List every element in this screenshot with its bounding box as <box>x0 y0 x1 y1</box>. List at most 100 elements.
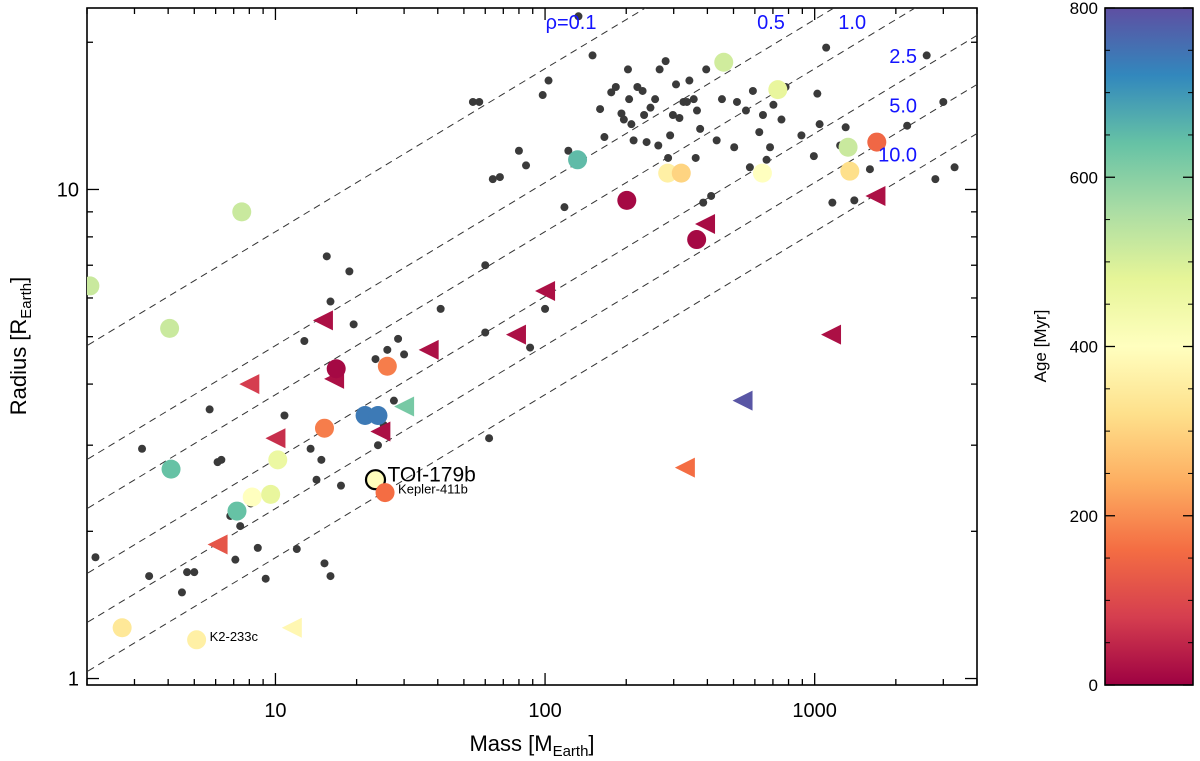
young-planet-point <box>161 459 181 479</box>
annotated-planet-point <box>375 483 395 503</box>
background-planet-point <box>828 198 837 207</box>
y-tick-label: 10 <box>57 179 79 201</box>
density-line <box>87 8 916 510</box>
colorbar-tick-label: 800 <box>1070 0 1098 18</box>
background-planet-point <box>638 86 647 95</box>
background-planet-point <box>661 57 670 66</box>
background-planet-point <box>607 88 616 97</box>
background-planet-point <box>689 95 698 104</box>
background-planet-point <box>666 131 675 140</box>
background-planet-point <box>468 97 477 106</box>
background-planet-point <box>371 355 380 364</box>
annotation-label: Kepler-411b <box>398 482 468 497</box>
young-planet-point <box>768 80 788 100</box>
young-planet-point <box>838 137 858 157</box>
background-planet-point <box>730 143 739 152</box>
background-planet-point <box>903 121 912 130</box>
density-line <box>87 34 977 575</box>
background-planet-point <box>623 65 632 74</box>
young-planet-upper-limit-point <box>312 310 333 331</box>
background-planet-point <box>627 120 636 129</box>
background-planet-point <box>950 163 959 172</box>
background-planet-point <box>538 91 547 100</box>
background-planet-point <box>236 522 245 531</box>
background-planet-point <box>326 572 335 581</box>
background-planet-point <box>741 106 750 115</box>
young-planet-point <box>232 202 252 222</box>
background-planet-point <box>292 545 301 554</box>
background-planet-point <box>336 481 345 490</box>
background-planet-point <box>91 553 100 562</box>
y-axis-label: Radius [REarth] <box>6 277 35 416</box>
density-line <box>87 8 835 461</box>
young-planet-upper-limit-point <box>732 390 753 411</box>
background-planet-point <box>646 103 655 112</box>
background-planet-point <box>183 568 192 577</box>
young-planet-point <box>687 230 707 250</box>
background-planet-point <box>745 163 754 172</box>
density-label: 5.0 <box>889 95 917 117</box>
background-planet-point <box>326 297 335 306</box>
background-planet-point <box>231 555 240 564</box>
young-planet-upper-limit-point <box>281 617 302 638</box>
background-planet-point <box>707 191 716 200</box>
density-label: 1.0 <box>838 12 866 34</box>
young-planet-point <box>840 161 860 181</box>
colorbar-tick-label: 0 <box>1089 676 1098 695</box>
background-planet-point <box>485 434 494 443</box>
young-planet-point <box>261 484 281 504</box>
background-planet-point <box>931 175 940 184</box>
background-planet-point <box>672 80 681 89</box>
background-planet-point <box>312 475 321 484</box>
background-planet-point <box>696 124 705 133</box>
axis-ticks <box>86 8 978 685</box>
background-planet-point <box>617 109 626 118</box>
young-planet-point <box>714 52 734 72</box>
young-planet-point <box>112 618 132 638</box>
young-planet-upper-limit-point <box>821 324 842 345</box>
background-planet-point <box>841 123 850 132</box>
background-planet-point <box>822 43 831 52</box>
background-planet-point <box>865 165 874 174</box>
background-planet-point <box>541 304 550 313</box>
background-planet-point <box>177 588 186 597</box>
background-planet-point <box>732 97 741 106</box>
background-planet-point <box>574 12 583 21</box>
density-label: 0.5 <box>757 12 785 34</box>
young-planet-upper-limit-point <box>674 457 695 478</box>
background-planet-point <box>596 105 605 114</box>
young-planet-upper-limit-point <box>265 428 286 449</box>
colorbar-tick-label: 600 <box>1070 168 1098 187</box>
young-planet-upper-limit-point <box>535 281 556 302</box>
background-planet-point <box>611 83 620 92</box>
background-planet-point <box>544 76 553 85</box>
background-planet-point <box>922 51 931 60</box>
background-planet-point <box>691 153 700 162</box>
background-planet-point <box>717 95 726 104</box>
density-labels: ρ=0.1 0.5 1.0 2.5 5.0 10.0 <box>546 12 917 166</box>
young-planets <box>87 52 887 650</box>
background-planet-point <box>755 128 764 137</box>
background-planet-point <box>664 153 673 162</box>
background-planet-point <box>675 114 684 123</box>
background-planet-point <box>699 198 708 207</box>
background-planet-point <box>685 76 694 85</box>
background-planet-point <box>475 97 484 106</box>
background-planet-point <box>813 89 822 98</box>
annotation-label: TOI-179b <box>387 464 475 487</box>
background-planet-point <box>394 334 403 343</box>
young-planet-upper-limit-point <box>418 339 439 360</box>
colorbar <box>1104 7 1194 686</box>
background-planet-point <box>766 143 775 152</box>
background-planet-point <box>564 146 573 155</box>
young-planet-point <box>752 163 772 183</box>
background-planet-point <box>762 155 771 164</box>
background-planet-point <box>522 161 531 170</box>
young-planet-point <box>87 276 100 296</box>
background-planet-point <box>526 343 535 352</box>
background-planet-point <box>436 304 445 313</box>
background-planet-point <box>640 110 649 119</box>
colorbar-tick-label: 400 <box>1070 338 1098 357</box>
